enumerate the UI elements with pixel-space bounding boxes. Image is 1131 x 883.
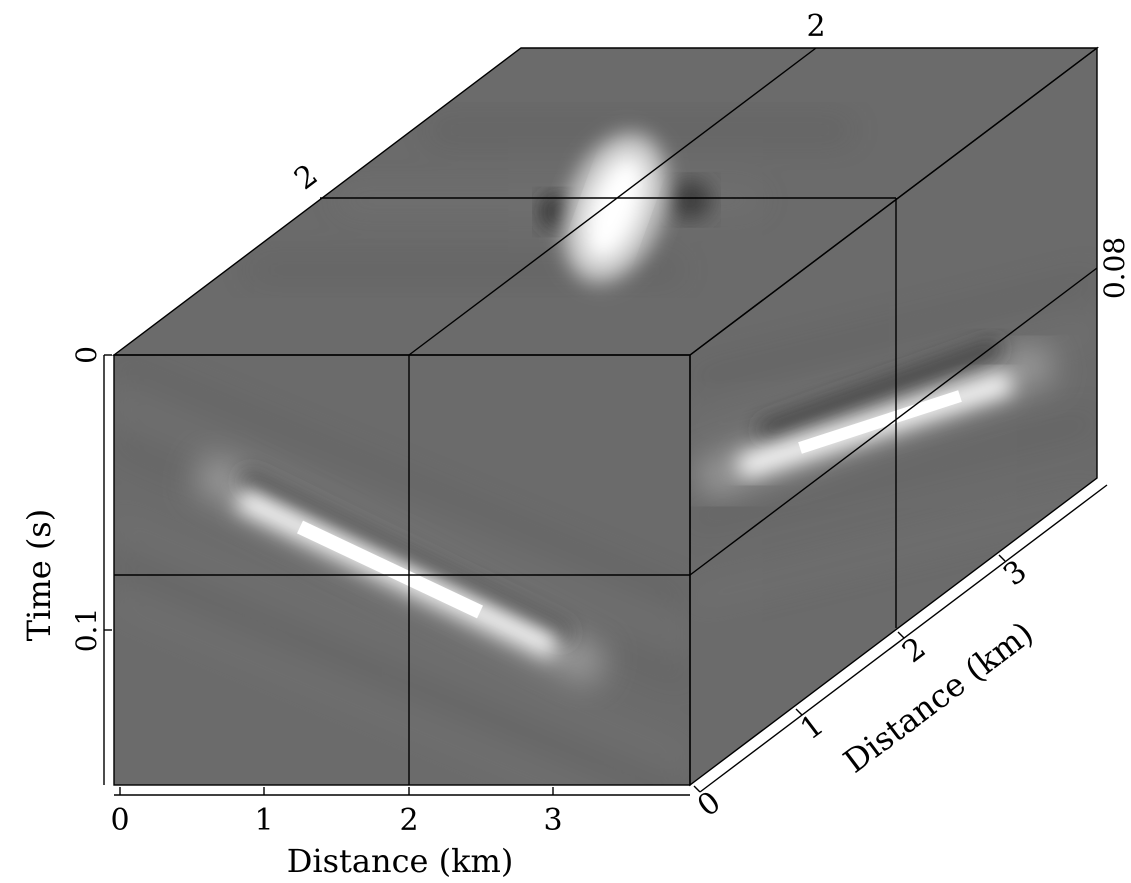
front-distance-tick-0: 0 (110, 803, 129, 838)
front-distance-tick-2: 2 (399, 803, 418, 838)
side-face (690, 48, 1097, 785)
front-distance-tick-1: 1 (254, 803, 273, 838)
time-slice-label: 0.08 (1098, 237, 1131, 299)
top-event (540, 132, 712, 284)
depth-distance-tick-3: 3 (997, 554, 1033, 593)
time-axis-label: Time (s) (20, 509, 58, 641)
side-time-slice-line (689, 267, 1098, 576)
time-tick-1: 0.1 (70, 608, 103, 653)
top-distance-slice-label: 2 (806, 9, 825, 44)
front-distance-axis: 0 1 2 3 Distance (km) (110, 787, 690, 880)
slice-lines (114, 47, 1098, 785)
front-distance-tick-3: 3 (543, 803, 562, 838)
top-face (114, 48, 1097, 355)
side-event (693, 339, 1057, 501)
depth-distance-tick-0: 0 (691, 785, 727, 824)
top-depth-slice-label: 2 (288, 158, 324, 197)
depth-distance-tick-2: 2 (896, 631, 932, 670)
front-event (191, 452, 609, 688)
depth-distance-tick-1: 1 (794, 708, 830, 747)
cube-frame (111, 46, 1100, 787)
front-face (114, 355, 690, 785)
front-distance-axis-label: Distance (km) (287, 842, 514, 880)
time-tick-0: 0 (70, 346, 103, 364)
top-distance-slice-line (408, 47, 817, 356)
time-axis: 0 0.1 Time (s) (20, 346, 112, 785)
